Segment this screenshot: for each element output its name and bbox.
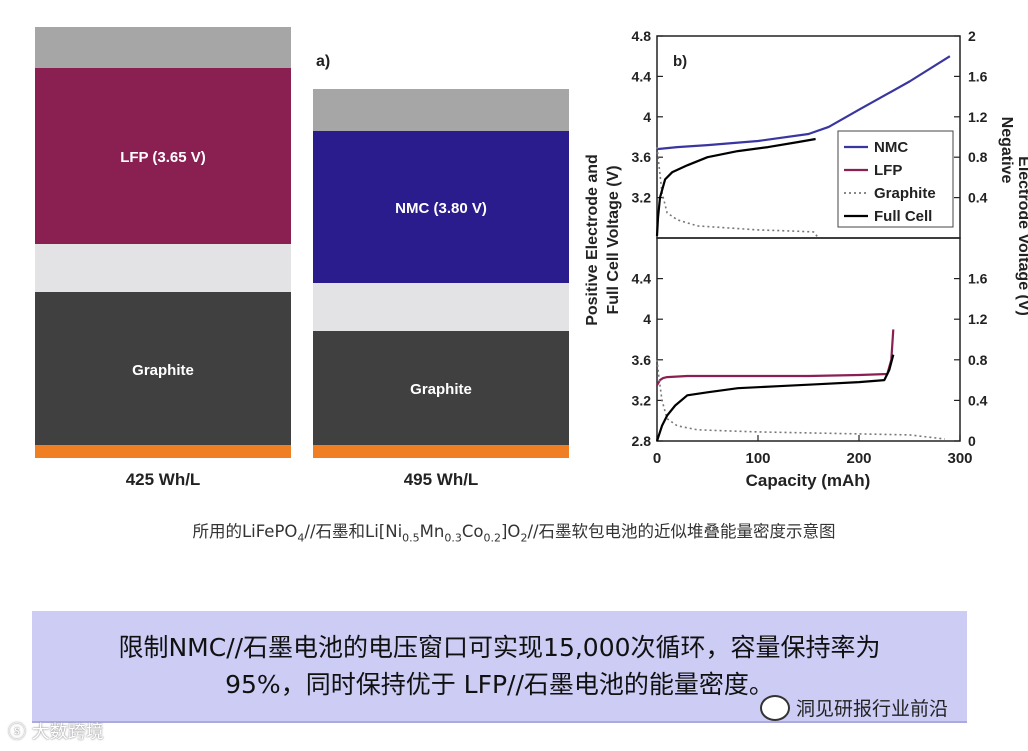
left-axis-label-line1: Positive Electrode and <box>584 154 601 326</box>
banner-text: 限制NMC//石墨电池的电压窗口可实现15,000次循环，容量保持率为 95%，… <box>32 629 967 703</box>
right-tick-label: 1.2 <box>968 311 988 327</box>
caption-part: 所用的LiFePO <box>192 522 298 541</box>
panel-a: a) LFP (3.65 V) Graphite 425 Wh/L NMC (3… <box>35 27 569 489</box>
left-tick-label: 3.6 <box>632 352 652 368</box>
panel-b-label: b) <box>673 53 687 70</box>
stack1-anode <box>35 292 291 445</box>
caption-part: //石墨软包电池的近似堆叠能量密度示意图 <box>527 522 836 541</box>
stack1-cathode-label: LFP (3.65 V) <box>120 149 206 166</box>
stack2-anode-label: Graphite <box>410 381 472 398</box>
stack2-separator <box>313 283 569 331</box>
right-tick-label: 0.4 <box>968 392 988 408</box>
caption-subscript: 2 <box>520 531 528 545</box>
top-series-full-cell <box>655 137 816 237</box>
stack2-cathode <box>313 131 569 283</box>
left-tick-label: 2.8 <box>632 433 652 449</box>
watermark-right-text: 洞见研报行业前沿 <box>796 698 949 720</box>
lfp-stack: LFP (3.65 V) Graphite 425 Wh/L <box>35 27 291 489</box>
caption-part: Co <box>461 522 484 541</box>
stack1-cathode <box>35 68 291 244</box>
stack2-anode <box>313 331 569 445</box>
stack1-separator <box>35 244 291 292</box>
caption-subscript: 0.5 <box>402 531 420 545</box>
x-axis-label: Capacity (mAh) <box>746 471 871 490</box>
bottom-series-lfp <box>656 329 895 386</box>
stack2-cathode-label: NMC (3.80 V) <box>395 200 487 217</box>
x-tick-label: 300 <box>947 450 972 467</box>
banner-line-2: 95%，同时保持优于 LFP//石墨电池的能量密度。 <box>225 670 774 699</box>
right-tick-label: 2 <box>968 28 976 44</box>
caption-part: Mn <box>419 522 445 541</box>
legend-label-full-cell: Full Cell <box>874 208 932 225</box>
stack1-energy-label: 425 Wh/L <box>126 470 201 489</box>
banner-line-1: 限制NMC//石墨电池的电压窗口可实现15,000次循环，容量保持率为 <box>118 633 881 662</box>
bottom-series-full-cell <box>655 354 895 442</box>
stack1-anode-label: Graphite <box>132 362 194 379</box>
right-tick-label: 0 <box>968 433 976 449</box>
panel-a-label: a) <box>316 53 330 70</box>
figure: a) LFP (3.65 V) Graphite 425 Wh/L NMC (3… <box>35 27 1028 490</box>
x-tick-label: 0 <box>653 450 661 467</box>
right-tick-label: 1.2 <box>968 109 988 125</box>
left-tick-label: 3.2 <box>632 392 652 408</box>
right-axis-label-line1: Negative <box>998 117 1015 184</box>
bottom-plot-frame <box>656 237 961 442</box>
right-tick-label: 0.4 <box>968 190 988 206</box>
weibo-logo-icon: ⓢ <box>8 722 26 743</box>
stack1-top-layer <box>35 27 291 68</box>
legend: NMC LFP Graphite Full Cell <box>837 130 954 228</box>
caption-subscript: 0.2 <box>483 531 502 545</box>
left-tick-label: 4 <box>643 109 651 125</box>
panel-b-chart: b) Capacity (mAh) Positive Electrode and… <box>584 28 1028 490</box>
stack2-top-layer <box>313 89 569 131</box>
top-series-graphite <box>656 147 820 239</box>
caption-part: //石墨和Li[Ni <box>304 522 403 541</box>
caption-subscript: 0.3 <box>444 531 462 545</box>
left-axis-label-line2: Full Cell Voltage (V) <box>605 165 622 314</box>
caption-subscript: 4 <box>297 531 305 545</box>
stack2-current-collector <box>313 445 569 458</box>
nmc-stack: NMC (3.80 V) Graphite 495 Wh/L <box>313 89 569 489</box>
right-tick-label: 1.6 <box>968 271 988 287</box>
watermark-left-text: 大数跨境 <box>31 722 104 743</box>
watermark-left: ⓢ 大数跨境 <box>8 718 104 744</box>
left-tick-label: 4.8 <box>632 28 652 44</box>
x-tick-label: 200 <box>846 450 871 467</box>
legend-label-lfp: LFP <box>874 162 902 179</box>
legend-label-nmc: NMC <box>874 139 908 156</box>
summary-banner: 限制NMC//石墨电池的电压窗口可实现15,000次循环，容量保持率为 95%，… <box>32 611 967 723</box>
left-tick-label: 4.4 <box>632 271 652 287</box>
wechat-icon <box>760 694 790 721</box>
left-tick-label: 4.4 <box>632 68 652 84</box>
right-axis-label-line2: Electrode Voltage (V) <box>1015 156 1028 316</box>
right-tick-label: 1.6 <box>968 68 988 84</box>
stack1-current-collector <box>35 445 291 458</box>
right-tick-label: 0.8 <box>968 352 988 368</box>
bottom-series-graphite <box>656 359 945 440</box>
figure-caption: 所用的LiFePO4//石墨和Li[Ni0.5Mn0.3Co0.2]O2//石墨… <box>0 518 1028 544</box>
right-tick-label: 0.8 <box>968 149 988 165</box>
stack2-energy-label: 495 Wh/L <box>404 470 479 489</box>
x-tick-label: 100 <box>745 450 770 467</box>
left-tick-label: 3.2 <box>632 190 652 206</box>
left-tick-label: 3.6 <box>632 149 652 165</box>
legend-label-graphite: Graphite <box>874 185 936 202</box>
top-series-nmc <box>656 55 951 151</box>
left-tick-label: 4 <box>643 311 651 327</box>
caption-part: ]O <box>501 522 521 541</box>
watermark-right: 洞见研报行业前沿 <box>760 694 948 721</box>
